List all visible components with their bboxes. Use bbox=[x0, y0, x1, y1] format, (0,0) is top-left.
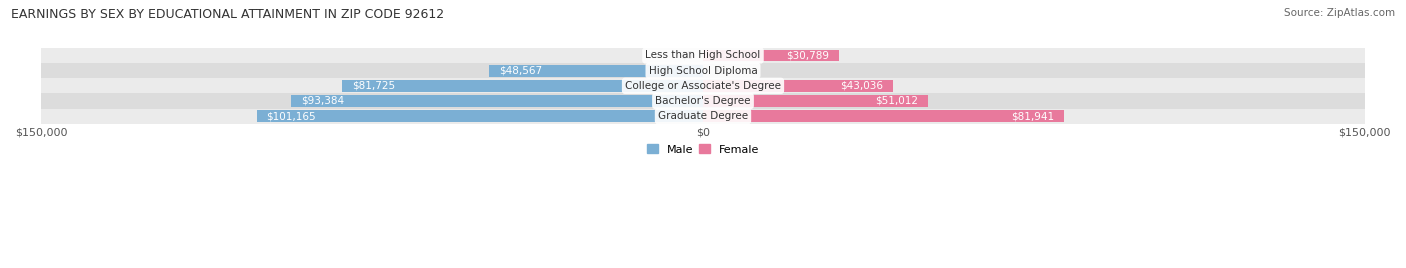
Bar bbox=[291, 95, 703, 107]
Text: $93,384: $93,384 bbox=[301, 96, 344, 106]
Legend: Male, Female: Male, Female bbox=[643, 140, 763, 159]
Bar bbox=[703, 95, 928, 107]
Text: College or Associate's Degree: College or Associate's Degree bbox=[626, 81, 780, 91]
Text: $48,567: $48,567 bbox=[499, 66, 541, 76]
Text: $30,789: $30,789 bbox=[786, 50, 830, 61]
Text: $51,012: $51,012 bbox=[875, 96, 918, 106]
Bar bbox=[257, 110, 703, 122]
Bar bbox=[703, 50, 839, 61]
Text: $81,941: $81,941 bbox=[1011, 111, 1054, 121]
Text: Less than High School: Less than High School bbox=[645, 50, 761, 61]
Text: $0: $0 bbox=[713, 66, 725, 76]
Text: High School Diploma: High School Diploma bbox=[648, 66, 758, 76]
Text: $101,165: $101,165 bbox=[267, 111, 316, 121]
Bar bbox=[703, 80, 893, 92]
Bar bbox=[41, 93, 1365, 109]
Text: $0: $0 bbox=[681, 50, 693, 61]
Bar bbox=[343, 80, 703, 92]
Text: Source: ZipAtlas.com: Source: ZipAtlas.com bbox=[1284, 8, 1395, 18]
Text: EARNINGS BY SEX BY EDUCATIONAL ATTAINMENT IN ZIP CODE 92612: EARNINGS BY SEX BY EDUCATIONAL ATTAINMEN… bbox=[11, 8, 444, 21]
Text: Graduate Degree: Graduate Degree bbox=[658, 111, 748, 121]
Bar bbox=[703, 110, 1064, 122]
Bar bbox=[41, 48, 1365, 63]
Bar bbox=[41, 78, 1365, 93]
Bar bbox=[41, 109, 1365, 124]
Text: Bachelor's Degree: Bachelor's Degree bbox=[655, 96, 751, 106]
Text: $81,725: $81,725 bbox=[353, 81, 395, 91]
Bar bbox=[489, 65, 703, 77]
Text: $43,036: $43,036 bbox=[839, 81, 883, 91]
Bar bbox=[41, 63, 1365, 78]
